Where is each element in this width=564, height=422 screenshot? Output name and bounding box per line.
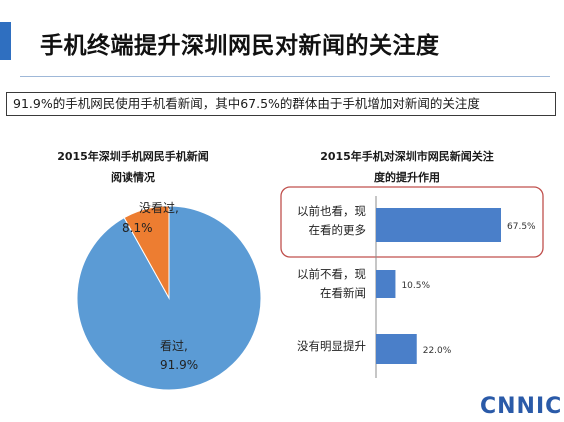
page-title: 手机终端提升深圳网民对新闻的关注度 xyxy=(40,33,440,59)
accent-bar xyxy=(0,22,11,60)
bar-chart-title: 2015年手机对深圳市网民新闻关注 度的提升作用 xyxy=(320,150,494,184)
bar-value-label-0: 67.5% xyxy=(507,222,536,232)
bar-category-label-1-line-1: 在看新闻 xyxy=(320,286,366,300)
bar-category-label-1-line-0: 以前不看，现 xyxy=(297,267,366,281)
highlight-box xyxy=(280,186,544,258)
bar-0 xyxy=(376,208,501,242)
bar-category-label-0-line-0: 以前也看，现 xyxy=(297,204,366,218)
cnnic-logo: CNNIC xyxy=(480,394,563,419)
pie-value-not-seen: 8.1% xyxy=(122,221,153,235)
bar-1 xyxy=(376,270,396,298)
bar-2 xyxy=(376,334,417,364)
bar-value-label-1: 10.5% xyxy=(401,281,430,291)
bar-category-label-2: 没有明显提升 xyxy=(297,339,366,353)
bar-value-label-2: 22.0% xyxy=(423,346,452,356)
pie-value-seen: 91.9% xyxy=(160,358,198,372)
pie-chart-title: 2015年深圳手机网民手机新闻 阅读情况 xyxy=(57,150,209,184)
bar-category-label-0-line-1: 在看的更多 xyxy=(309,223,367,237)
summary-box: 91.9%的手机网民使用手机看新闻，其中67.5%的群体由于手机增加对新闻的关注… xyxy=(6,92,556,116)
pie-label-not-seen: 没看过, xyxy=(139,200,179,215)
title-divider xyxy=(20,76,550,77)
pie-slice-not-seen xyxy=(123,205,170,300)
pie-label-seen: 看过, xyxy=(160,339,188,353)
